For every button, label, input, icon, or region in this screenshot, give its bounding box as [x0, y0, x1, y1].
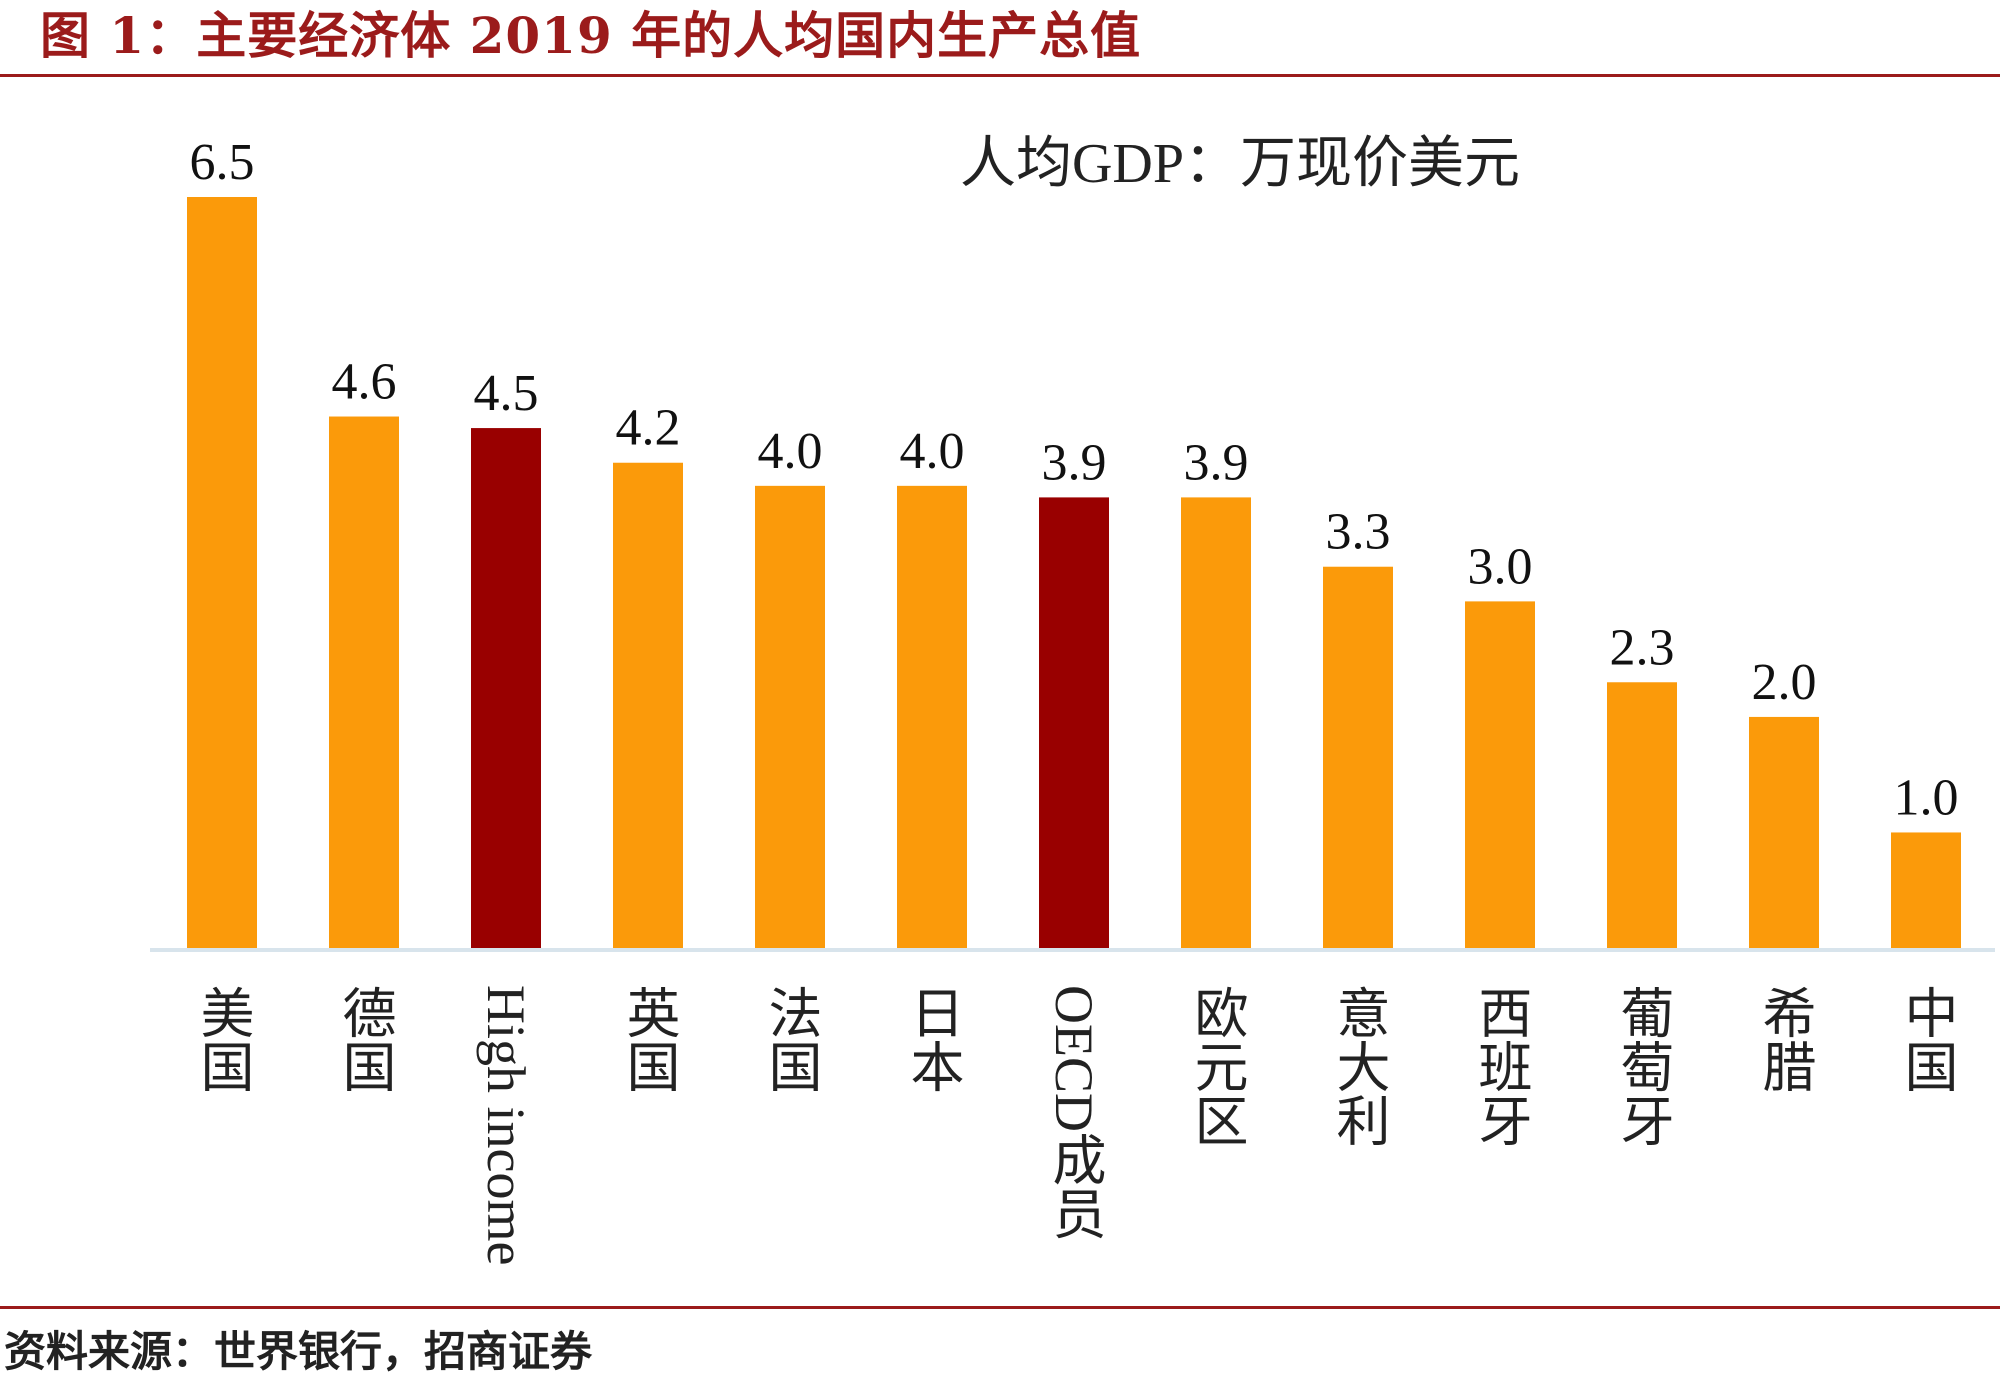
value-label-5: 4.0: [758, 423, 823, 480]
source-note: 资料来源：世界银行，招商证券: [4, 1327, 593, 1376]
category-label-text-3: High income: [476, 985, 536, 1265]
category-label-10: 西班牙: [1470, 985, 1531, 1147]
category-labels-group: 美国 德国 High income 英国 法国 日本 OECD成员 欧元区 意大利 西班牙 葡萄牙 希…: [192, 985, 1956, 1265]
value-label-6: 4.0: [900, 423, 965, 480]
category-label-2: 德国: [334, 985, 395, 1093]
category-label-text-13: 中国: [1896, 985, 1956, 1093]
value-label-10: 3.0: [1468, 538, 1533, 595]
value-labels-group: 6.5 4.6 4.5 4.2 4.0 4.0 3.9 3.9 3.3 3.0 2.3 2.0 1.0: [190, 134, 1959, 826]
category-label-text-12: 希腊: [1754, 985, 1815, 1093]
bar-3: [471, 428, 541, 949]
bar-1: [187, 197, 257, 948]
bar-8: [1181, 497, 1251, 948]
bar-4: [613, 462, 683, 948]
category-label-7: OECD成员: [1044, 985, 1105, 1240]
value-label-13: 1.0: [1894, 769, 1959, 826]
category-label-text-11: 葡萄牙: [1612, 985, 1673, 1147]
category-label-6: 日本: [902, 985, 963, 1093]
category-label-9: 意大利: [1328, 985, 1389, 1147]
value-label-7: 3.9: [1042, 434, 1107, 491]
bar-6: [897, 485, 967, 948]
category-label-text-2: 德国: [334, 985, 395, 1093]
category-label-12: 希腊: [1754, 985, 1815, 1093]
value-label-12: 2.0: [1752, 654, 1817, 711]
value-label-1: 6.5: [190, 134, 255, 191]
category-label-text-10: 西班牙: [1470, 985, 1531, 1147]
category-label-11: 葡萄牙: [1612, 985, 1673, 1147]
bar-2: [329, 416, 399, 948]
chart-subtitle: 人均GDP：万现价美元: [960, 133, 1520, 195]
title-rule: [0, 74, 2000, 77]
value-label-11: 2.3: [1610, 619, 1675, 676]
value-label-4: 4.2: [616, 400, 681, 457]
category-label-13: 中国: [1896, 985, 1956, 1093]
value-label-2: 4.6: [332, 354, 397, 411]
category-label-5: 法国: [760, 985, 820, 1093]
category-label-text-6: 日本: [902, 985, 963, 1093]
category-label-text-5: 法国: [760, 985, 820, 1093]
bar-13: [1891, 832, 1961, 948]
figure-title: 图 1：主要经济体 2019 年的人均国内生产总值: [40, 6, 1142, 65]
category-label-text-1: 美国: [192, 985, 252, 1093]
bar-5: [755, 485, 825, 948]
value-label-9: 3.3: [1326, 504, 1391, 561]
bar-9: [1323, 566, 1393, 948]
bar-10: [1465, 601, 1535, 948]
category-label-1: 美国: [192, 985, 252, 1093]
category-label-3: High income: [476, 985, 536, 1265]
bars-group: [187, 197, 1961, 949]
category-label-text-4: 英国: [618, 985, 678, 1093]
category-label-text-8: 欧元区: [1186, 985, 1246, 1147]
category-label-8: 欧元区: [1186, 985, 1246, 1147]
bar-11: [1607, 682, 1677, 948]
category-label-text-7: OECD成员: [1044, 985, 1105, 1240]
bar-7: [1039, 497, 1109, 948]
bar-chart: 人均GDP：万现价美元 6.5 4.6 4.5 4.2 4.0 4.0 3.9 3.9 3.3 3…: [150, 133, 1995, 1265]
category-label-4: 英国: [618, 985, 678, 1093]
category-label-text-9: 意大利: [1328, 985, 1389, 1147]
value-label-3: 4.5: [474, 365, 539, 422]
source-rule: [0, 1306, 2000, 1309]
bar-12: [1749, 716, 1819, 948]
value-label-8: 3.9: [1184, 434, 1249, 491]
